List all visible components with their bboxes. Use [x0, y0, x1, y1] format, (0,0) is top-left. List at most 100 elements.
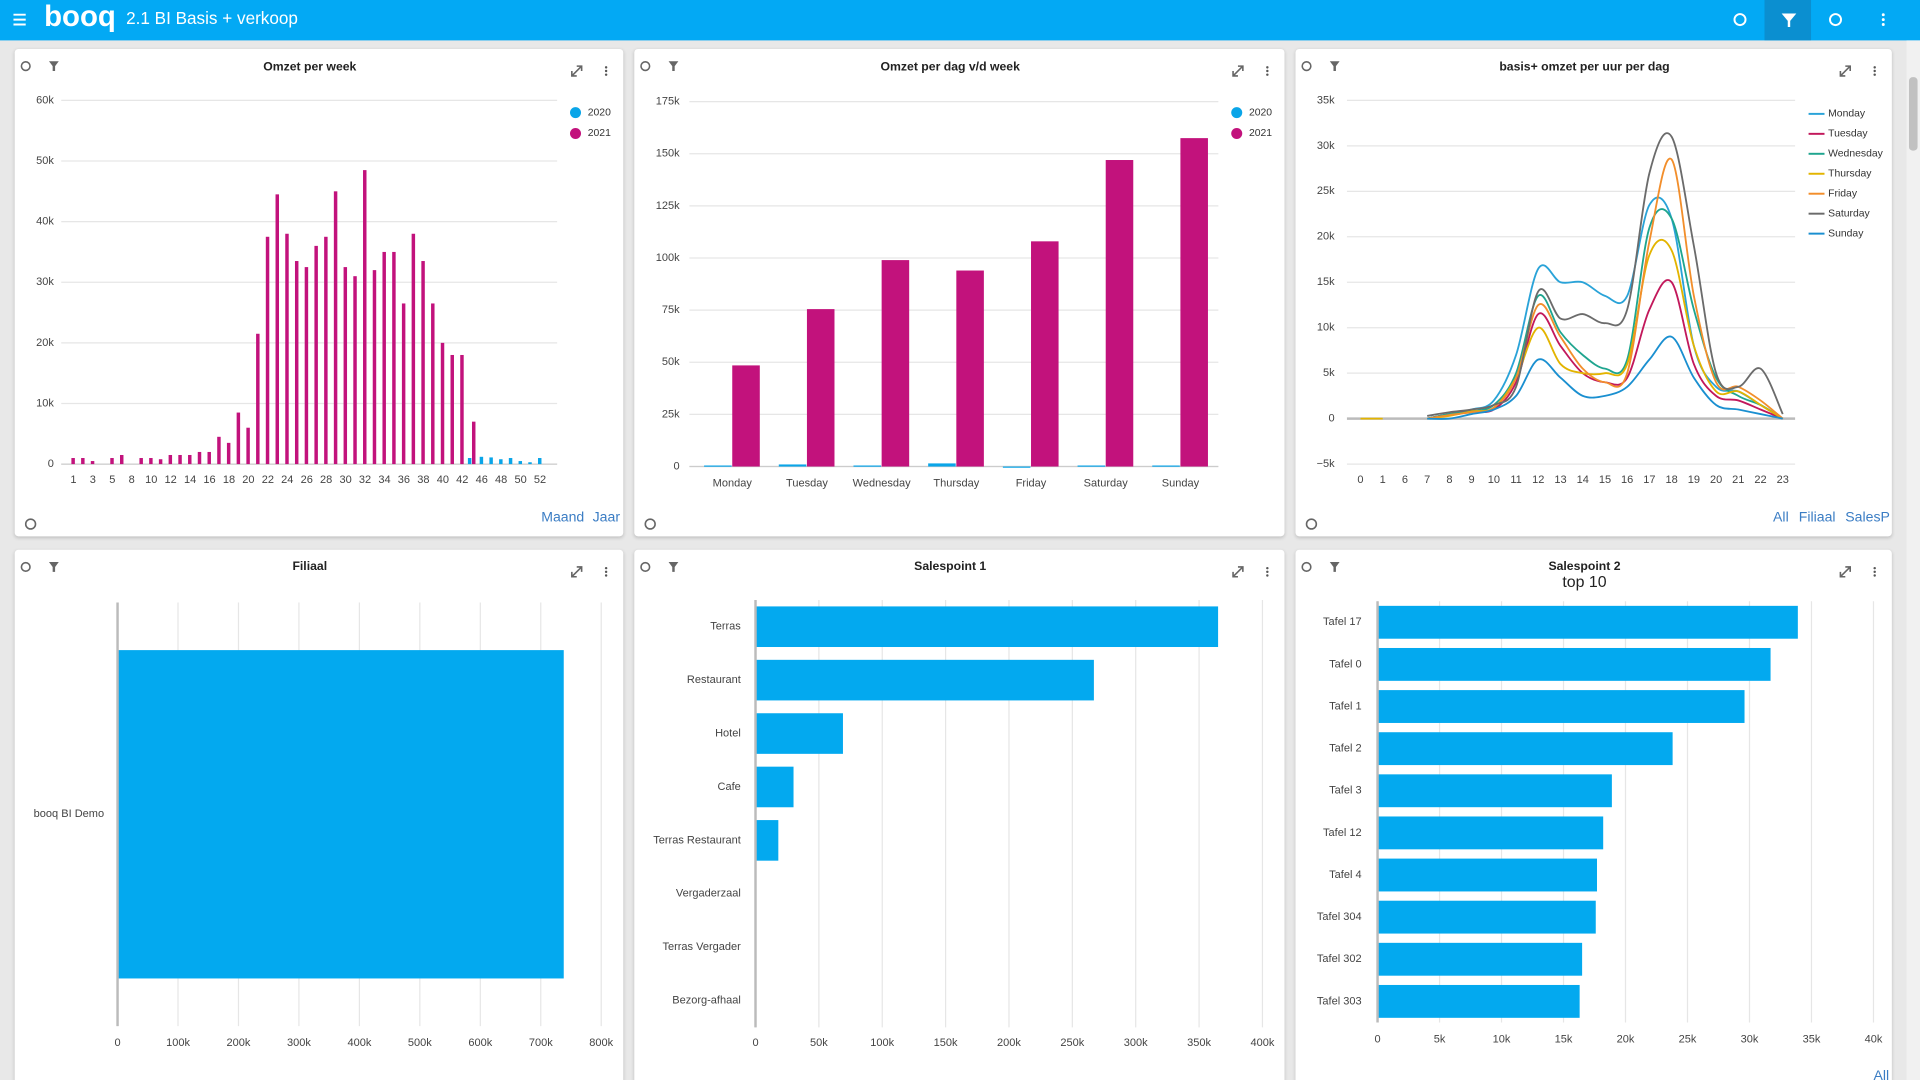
filter-icon[interactable]: [1329, 61, 1340, 72]
toolbar-button[interactable]: All: [1873, 1067, 1889, 1080]
x-tick-label: 28: [320, 474, 332, 486]
filter-icon[interactable]: [48, 562, 59, 572]
y-tick-label: 0: [673, 460, 679, 472]
more-icon[interactable]: [1266, 69, 1269, 73]
y-tick-label: 50k: [662, 356, 680, 368]
x-tick-label: 34: [378, 474, 390, 486]
pin-icon[interactable]: [1301, 561, 1312, 573]
more-icon[interactable]: [1266, 73, 1269, 76]
pin-icon[interactable]: [640, 561, 651, 573]
chart-title: Omzet per dag v/d week: [881, 60, 1021, 74]
reset-icon[interactable]: [24, 518, 37, 530]
bar: [1377, 942, 1583, 976]
more-icon[interactable]: [1873, 69, 1876, 73]
pin-icon[interactable]: [20, 61, 31, 72]
expand-icon[interactable]: [571, 65, 583, 77]
legend-label: Saturday: [1828, 208, 1870, 219]
bar: [139, 458, 143, 465]
toolbar-button[interactable]: Filiaal: [1799, 509, 1836, 525]
x-tick-label: 150k: [934, 1037, 958, 1049]
legend-swatch: [1231, 127, 1243, 139]
more-icon[interactable]: [604, 570, 608, 574]
y-tick-label: Tafel 4: [1329, 869, 1361, 881]
more-button[interactable]: [1881, 13, 1885, 26]
y-tick-label: Bezorg-afhaal: [672, 995, 741, 1007]
bar: [1377, 647, 1771, 681]
filter-icon[interactable]: [1329, 562, 1340, 572]
x-tick-label: 17: [1643, 474, 1655, 486]
more-icon[interactable]: [1266, 66, 1269, 69]
refresh-button[interactable]: [1829, 13, 1843, 27]
pin-icon[interactable]: [20, 561, 31, 573]
bar: [518, 461, 523, 465]
legend-swatch: [1231, 107, 1243, 119]
filter-icon[interactable]: [668, 562, 679, 572]
more-icon[interactable]: [1873, 570, 1876, 574]
reset-icon[interactable]: [644, 518, 656, 530]
x-tick-label: 400k: [347, 1037, 371, 1049]
x-tick-label: 25k: [1679, 1033, 1697, 1045]
more-icon[interactable]: [1266, 574, 1269, 577]
expand-icon[interactable]: [571, 566, 583, 578]
top-bar: booq 2.1 BI Basis + verkoop: [0, 0, 1920, 41]
more-icon[interactable]: [604, 66, 608, 69]
expand-icon[interactable]: [1839, 65, 1852, 77]
bar: [450, 354, 454, 465]
filter-icon[interactable]: [668, 61, 679, 72]
toolbar-button[interactable]: Jaar: [593, 509, 621, 525]
more-icon[interactable]: [604, 69, 608, 73]
chart-subtitle: top 10: [1562, 574, 1606, 591]
toolbar-button[interactable]: All: [1773, 509, 1789, 525]
more-icon[interactable]: [1266, 566, 1269, 570]
bar: [168, 454, 173, 465]
pin-icon[interactable]: [640, 61, 651, 72]
y-tick-label: Cafe: [718, 781, 741, 793]
toolbar-button[interactable]: Maand: [541, 509, 584, 525]
more-icon[interactable]: [1873, 73, 1876, 76]
legend-label: Sunday: [1828, 228, 1864, 239]
more-icon[interactable]: [1873, 574, 1876, 577]
y-tick-label: Tafel 304: [1317, 911, 1362, 923]
more-icon[interactable]: [1873, 66, 1876, 69]
reset-icon[interactable]: [1305, 518, 1318, 530]
bar: [324, 236, 328, 465]
top-bar-icons: booq 2.1 BI Basis + verkoop: [13, 0, 1885, 41]
bar: [275, 194, 280, 465]
bar: [431, 303, 435, 465]
more-icon[interactable]: [1873, 566, 1876, 570]
y-tick-label: Terras: [710, 621, 741, 633]
expand-icon[interactable]: [1232, 566, 1244, 578]
bar: [732, 365, 760, 467]
x-tick-label: 200k: [997, 1037, 1021, 1049]
line-series: [1426, 208, 1784, 420]
bar: [1105, 160, 1134, 467]
line-series: [1427, 132, 1784, 417]
bar: [460, 354, 464, 465]
more-icon[interactable]: [604, 574, 608, 577]
menu-button[interactable]: [13, 13, 26, 26]
bar: [71, 458, 75, 465]
x-tick-label: 22: [1754, 474, 1766, 486]
x-tick-label: 400k: [1251, 1037, 1275, 1049]
expand-icon[interactable]: [1839, 566, 1852, 578]
more-icon[interactable]: [604, 73, 608, 76]
logo: booq: [44, 0, 116, 33]
expand-icon[interactable]: [1232, 65, 1244, 77]
x-tick-label: 30k: [1741, 1033, 1759, 1045]
x-tick-label: Monday: [713, 478, 753, 490]
bar: [217, 436, 221, 465]
more-icon[interactable]: [1266, 570, 1269, 574]
toolbar-button[interactable]: SalesP: [1845, 509, 1890, 525]
bar: [489, 457, 493, 465]
history-button[interactable]: [1733, 13, 1747, 27]
x-tick-label: 20: [1710, 474, 1722, 486]
x-tick-label: 22: [262, 474, 274, 486]
x-tick-label: 18: [223, 474, 235, 486]
more-icon[interactable]: [604, 566, 608, 570]
x-tick-label: Sunday: [1162, 478, 1200, 490]
bar: [1152, 465, 1180, 467]
filter-icon[interactable]: [48, 61, 59, 72]
pin-icon[interactable]: [1301, 61, 1312, 72]
x-tick-label: 13: [1554, 474, 1566, 486]
y-tick-label: Tafel 12: [1323, 827, 1362, 839]
